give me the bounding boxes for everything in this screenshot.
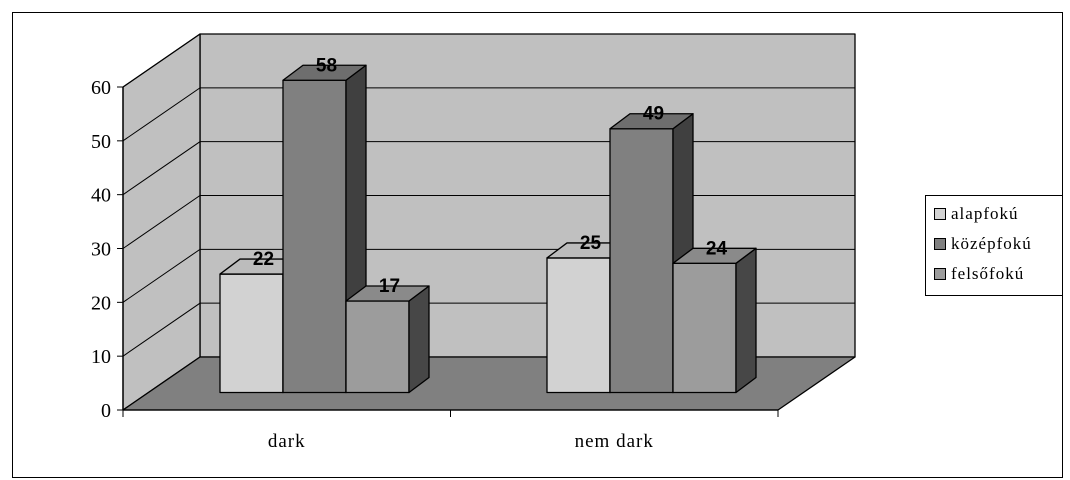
legend-item-alapfoku: alapfokú bbox=[934, 204, 1018, 224]
bar bbox=[345, 285, 430, 394]
bar-top bbox=[672, 247, 757, 264]
data-label: 49 bbox=[643, 104, 664, 125]
gridline-top bbox=[122, 33, 855, 88]
x-tick-label: nem dark bbox=[575, 431, 654, 452]
legend: alapfokú középfokú felsőfokú bbox=[925, 195, 1063, 296]
y-tick-label: 0 bbox=[101, 400, 111, 422]
data-label: 58 bbox=[316, 55, 337, 76]
y-tick-label: 20 bbox=[91, 292, 111, 314]
y-tick-label: 40 bbox=[91, 185, 111, 207]
y-tick-label: 60 bbox=[91, 77, 111, 99]
legend-swatch-alapfoku bbox=[934, 208, 946, 220]
legend-label-kozepfoku: középfokú bbox=[951, 234, 1032, 253]
bar-side bbox=[735, 247, 757, 394]
bar-front bbox=[345, 300, 410, 394]
data-label: 25 bbox=[580, 233, 602, 254]
bar-top bbox=[345, 285, 430, 302]
legend-label-felsofoku: felsőfokú bbox=[951, 264, 1025, 283]
data-label: 22 bbox=[253, 249, 274, 270]
legend-item-felsofoku: felsőfokú bbox=[934, 264, 1024, 284]
bar-front bbox=[546, 257, 611, 394]
bar bbox=[672, 247, 757, 394]
x-tick-label: dark bbox=[268, 431, 306, 452]
bar-top bbox=[609, 113, 694, 130]
bar-front bbox=[219, 273, 284, 394]
data-label: 24 bbox=[706, 238, 728, 259]
bar-front bbox=[609, 128, 674, 394]
gridline bbox=[122, 87, 855, 142]
data-label: 17 bbox=[379, 276, 400, 297]
bar-front bbox=[672, 262, 737, 394]
legend-label-alapfoku: alapfokú bbox=[951, 204, 1019, 223]
y-tick-label: 50 bbox=[91, 131, 111, 153]
y-tick-label: 10 bbox=[91, 346, 111, 368]
y-tick-label: 30 bbox=[91, 239, 111, 261]
legend-item-kozepfoku: középfokú bbox=[934, 234, 1032, 254]
bar-top bbox=[282, 64, 367, 81]
bar-side bbox=[408, 285, 430, 394]
legend-swatch-felsofoku bbox=[934, 268, 946, 280]
legend-swatch-kozepfoku bbox=[934, 238, 946, 250]
bar-front bbox=[282, 79, 347, 394]
